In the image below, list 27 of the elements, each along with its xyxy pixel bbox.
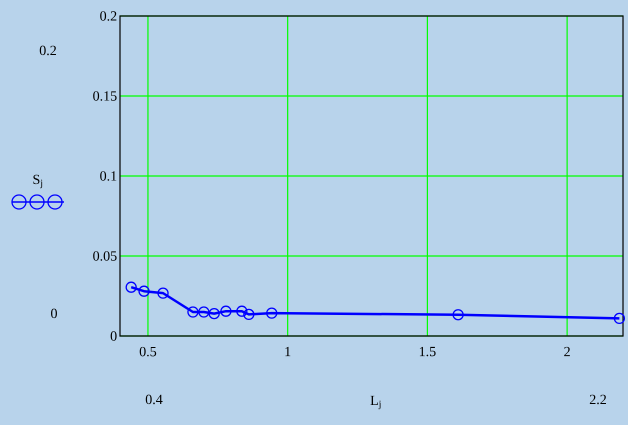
point bbox=[126, 282, 137, 293]
point bbox=[243, 308, 254, 320]
text: 0 bbox=[51, 308, 57, 318]
text: 0.2 bbox=[40, 46, 56, 56]
x-tick-label: 1.5 bbox=[420, 346, 436, 356]
y-axis-title: S$_{j}$ bbox=[33, 174, 42, 188]
point bbox=[157, 287, 169, 299]
point bbox=[198, 306, 210, 318]
point bbox=[614, 312, 626, 324]
point bbox=[220, 306, 232, 317]
y-tick-label: 0.1 bbox=[100, 171, 116, 181]
point bbox=[138, 286, 150, 297]
y-tick-label: 0.15 bbox=[93, 91, 117, 101]
point bbox=[266, 307, 278, 319]
text: 0.4 bbox=[146, 394, 163, 404]
x-tick-label: 1 bbox=[285, 346, 290, 356]
x-tick-label: 2 bbox=[564, 346, 570, 356]
y-tick-label: 0.05 bbox=[93, 251, 117, 261]
point bbox=[452, 309, 464, 320]
text: 2.2 bbox=[590, 394, 606, 404]
point bbox=[208, 308, 220, 320]
x-tick-label: 0.5 bbox=[140, 346, 156, 356]
x-axis-title: L$_{j}$ bbox=[370, 396, 381, 410]
point bbox=[236, 306, 248, 317]
point bbox=[187, 306, 199, 318]
y-tick-label: 0.2 bbox=[100, 11, 116, 21]
y-tick-label: 0 bbox=[110, 331, 117, 341]
